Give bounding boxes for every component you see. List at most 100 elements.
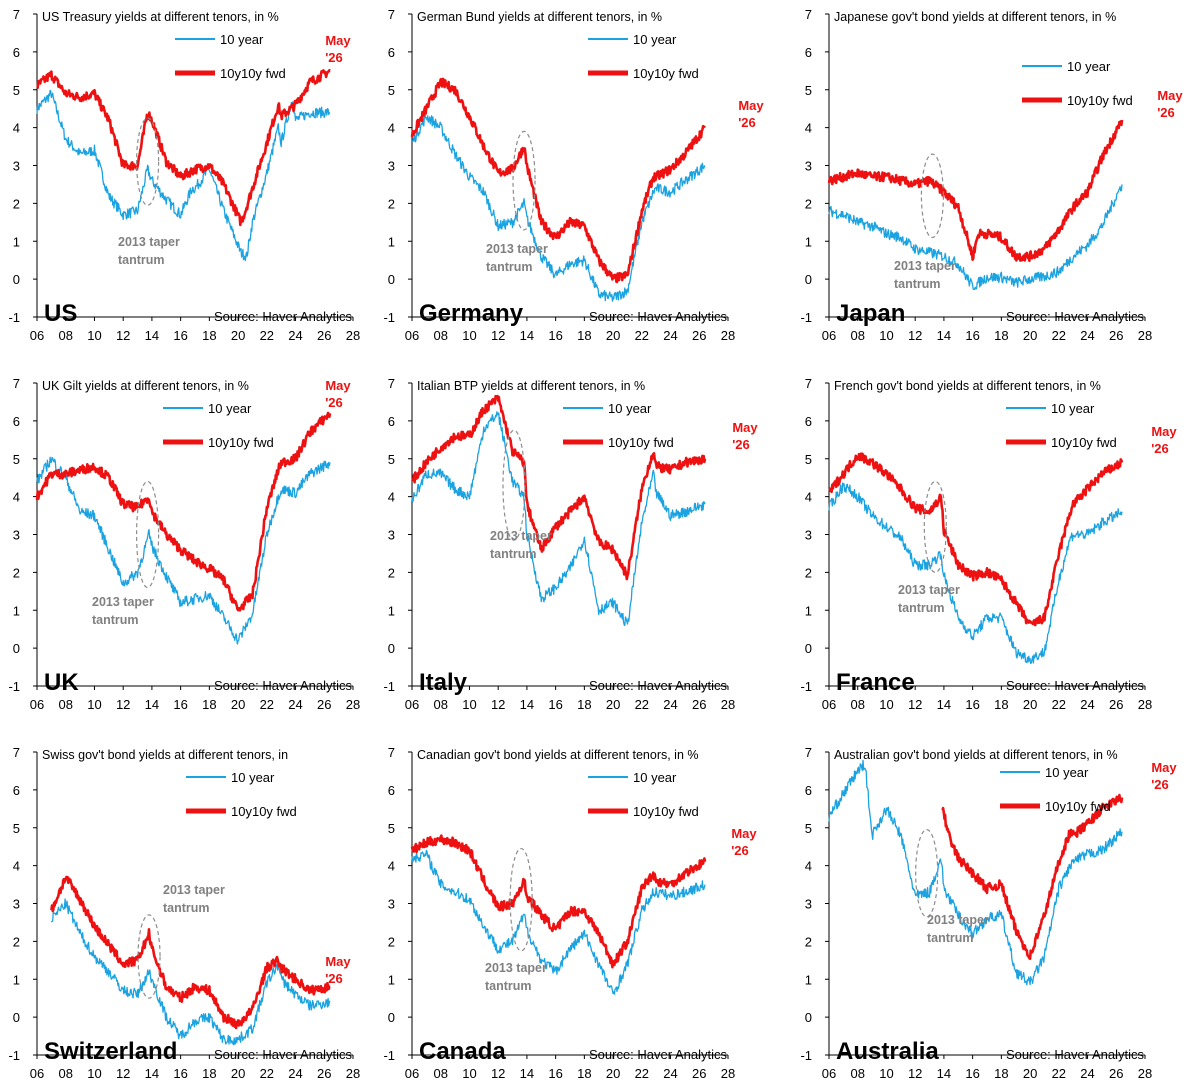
y-tick-label: 1 [805, 972, 812, 987]
y-tick-label: 0 [388, 641, 395, 656]
x-tick-label: 10 [87, 328, 101, 343]
taper-tantrum-ellipse [509, 847, 533, 952]
taper-annotation-line-1: 2013 taper [485, 961, 547, 975]
x-tick-label: 10 [879, 697, 893, 712]
x-tick-label: 10 [462, 328, 476, 343]
end-date-label-year: '26 [325, 395, 343, 410]
x-tick-label: 12 [908, 697, 922, 712]
end-date-label-year: '26 [1157, 105, 1175, 120]
legend-label: 10 year [231, 770, 275, 785]
y-tick-label: 0 [13, 1010, 20, 1025]
legend-label: 10 year [208, 401, 252, 416]
x-tick-label: 20 [606, 328, 620, 343]
x-tick-label: 16 [173, 697, 187, 712]
y-tick-label: 7 [388, 7, 395, 22]
x-tick-label: 20 [231, 1066, 245, 1081]
x-tick-label: 10 [879, 1066, 893, 1081]
x-tick-label: 22 [635, 328, 649, 343]
end-date-label-year: '26 [738, 115, 756, 130]
taper-annotation-line-1: 2013 taper [490, 529, 552, 543]
chart-title: Japanese gov't bond yields at different … [834, 10, 1116, 24]
x-tick-label: 18 [577, 328, 591, 343]
source-label: Source: Haver Analytics [589, 309, 728, 324]
x-tick-label: 22 [1052, 1066, 1066, 1081]
x-tick-label: 24 [1080, 697, 1094, 712]
legend-label: 10 year [608, 401, 652, 416]
x-tick-label: 26 [317, 328, 331, 343]
x-tick-label: 08 [433, 328, 447, 343]
x-tick-label: 06 [405, 697, 419, 712]
x-tick-label: 14 [937, 697, 951, 712]
x-tick-label: 18 [994, 328, 1008, 343]
source-label: Source: Haver Analytics [1006, 1047, 1145, 1062]
x-tick-label: 12 [908, 1066, 922, 1081]
legend-label: 10 year [633, 770, 677, 785]
y-tick-label: 6 [388, 45, 395, 60]
y-tick-label: 1 [13, 234, 20, 249]
x-tick-label: 16 [548, 697, 562, 712]
x-tick-label: 12 [116, 328, 130, 343]
y-tick-label: 1 [805, 603, 812, 618]
x-tick-label: 14 [520, 697, 534, 712]
series-10-year-line [36, 89, 331, 262]
x-tick-label: 08 [433, 697, 447, 712]
end-date-label-month: May [732, 420, 758, 435]
x-tick-label: 06 [822, 1066, 836, 1081]
end-date-label-year: '26 [325, 971, 343, 986]
y-tick-label: 5 [805, 821, 812, 836]
x-tick-label: 12 [116, 697, 130, 712]
x-tick-label: 16 [965, 328, 979, 343]
taper-annotation-line-1: 2013 taper [163, 883, 225, 897]
end-date-label-year: '26 [325, 50, 343, 65]
legend-label: 10y10y fwd [220, 66, 286, 81]
x-tick-label: 22 [260, 1066, 274, 1081]
x-tick-label: 26 [692, 1066, 706, 1081]
y-tick-label: 0 [388, 1010, 395, 1025]
x-tick-label: 18 [994, 1066, 1008, 1081]
series-10y10y-fwd-line [50, 875, 331, 1030]
source-label: Source: Haver Analytics [589, 1047, 728, 1062]
x-tick-label: 22 [260, 697, 274, 712]
x-tick-label: 18 [577, 1066, 591, 1081]
x-tick-label: 18 [202, 697, 216, 712]
x-tick-label: 10 [462, 1066, 476, 1081]
y-tick-label: 4 [388, 121, 395, 136]
source-label: Source: Haver Analytics [214, 678, 353, 693]
y-tick-label: 3 [388, 897, 395, 912]
legend-label: 10 year [1051, 401, 1095, 416]
series-10-year-line [411, 849, 706, 995]
x-tick-label: 16 [173, 1066, 187, 1081]
taper-tantrum-ellipse [136, 480, 160, 589]
taper-annotation-line-2: tantrum [92, 613, 139, 627]
x-tick-label: 14 [145, 328, 159, 343]
end-date-label-month: May [325, 33, 351, 48]
y-tick-label: -1 [8, 679, 20, 694]
x-tick-label: 28 [721, 697, 735, 712]
x-tick-label: 06 [30, 697, 44, 712]
y-tick-label: 0 [805, 1010, 812, 1025]
y-tick-label: 2 [388, 934, 395, 949]
x-tick-label: 28 [346, 328, 360, 343]
x-tick-label: 14 [145, 1066, 159, 1081]
x-tick-label: 20 [1023, 697, 1037, 712]
y-tick-label: 1 [388, 972, 395, 987]
x-tick-label: 14 [937, 1066, 951, 1081]
taper-annotation-line-1: 2013 taper [118, 235, 180, 249]
chart-title: German Bund yields at different tenors, … [417, 10, 662, 24]
country-label: Canada [419, 1038, 506, 1065]
legend-label: 10y10y fwd [208, 435, 274, 450]
series-10y10y-fwd-line [941, 793, 1124, 960]
legend-label: 10y10y fwd [1067, 93, 1133, 108]
series-10y10y-fwd-line [410, 77, 706, 284]
x-tick-label: 26 [1109, 697, 1123, 712]
taper-annotation-line-2: tantrum [485, 979, 532, 993]
legend-label: 10y10y fwd [231, 804, 297, 819]
x-tick-label: 20 [231, 697, 245, 712]
end-date-label-year: '26 [731, 843, 749, 858]
y-tick-label: 2 [388, 565, 395, 580]
y-tick-label: -1 [383, 310, 395, 325]
y-tick-label: 4 [13, 121, 20, 136]
x-tick-label: 20 [606, 697, 620, 712]
